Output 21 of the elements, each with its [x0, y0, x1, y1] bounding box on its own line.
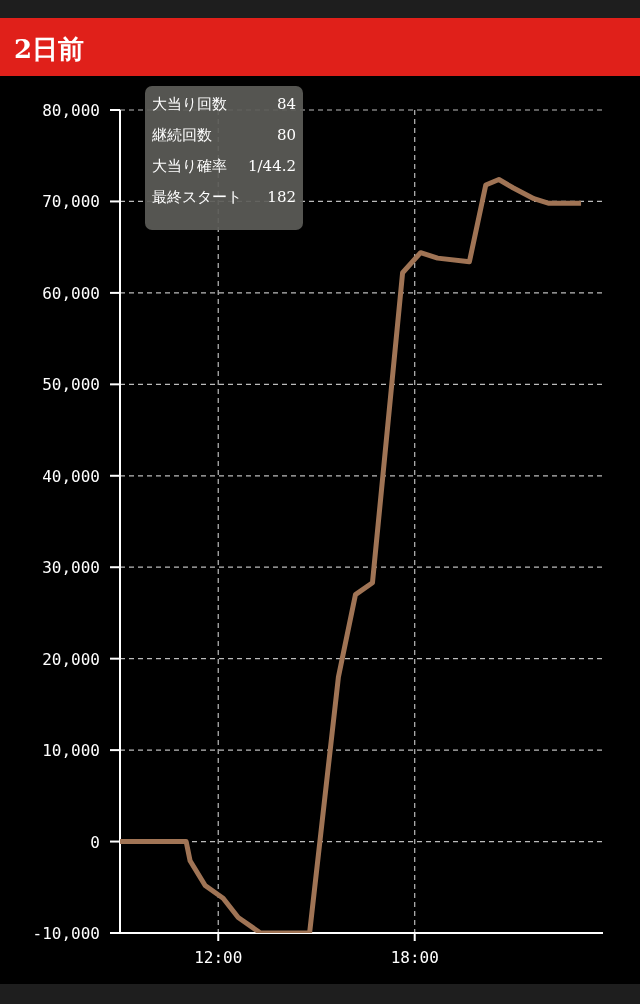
y-tick-label: 60,000 — [42, 283, 100, 303]
y-tick-label: 40,000 — [42, 466, 100, 486]
y-tick-label: -10,000 — [32, 924, 100, 943]
y-tick-label: 0 — [90, 832, 100, 852]
annotation: 大当り確率 — [152, 157, 227, 175]
chart-title: 2日前 — [14, 34, 85, 64]
annotation: 大当り回数 — [152, 95, 227, 113]
y-tick-label: 80,000 — [42, 101, 100, 120]
annotation: 84 — [276, 95, 296, 113]
x-tick-label: 12:00 — [194, 948, 243, 967]
y-tick-label: 20,000 — [42, 649, 100, 669]
annotation: 80 — [276, 126, 296, 144]
annotation: 182 — [267, 188, 296, 206]
y-tick-label: 10,000 — [42, 741, 100, 761]
y-tick-label: 50,000 — [42, 375, 100, 395]
x-tick-label: 18:00 — [390, 948, 439, 967]
y-tick-label: 70,000 — [42, 192, 100, 212]
y-tick-label: 30,000 — [42, 558, 100, 578]
annotation: 継続回数 — [151, 126, 212, 144]
annotation: 最終スタート — [152, 188, 242, 206]
annotation: 1/44.2 — [248, 157, 296, 175]
